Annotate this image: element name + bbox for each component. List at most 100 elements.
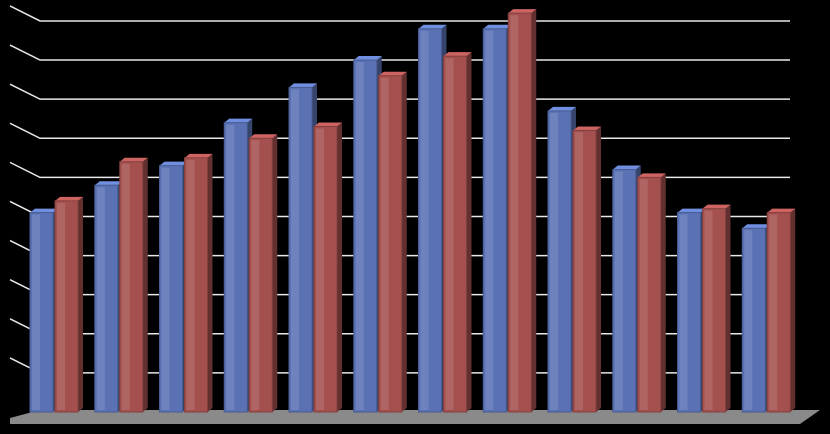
bar-highlight (510, 15, 519, 410)
bar-top (55, 196, 83, 201)
bar (482, 24, 512, 413)
bar-top (677, 208, 706, 213)
bar-highlight (251, 140, 260, 410)
bar-highlight (380, 77, 389, 411)
bar-top (418, 24, 447, 29)
bar-side (401, 71, 407, 413)
bar-front (677, 212, 701, 413)
bar-side (531, 9, 537, 412)
floor (10, 410, 820, 424)
bar-front (288, 86, 313, 413)
bar (637, 173, 666, 413)
bar-top (184, 153, 213, 158)
bar-front (507, 12, 532, 413)
bar-side (725, 204, 731, 412)
bar-front (353, 59, 378, 413)
bar-front (547, 110, 572, 413)
bar-highlight (32, 214, 41, 410)
bar-top (612, 165, 641, 170)
grid-line (9, 122, 790, 140)
bar-side (78, 196, 83, 412)
bar-front (54, 200, 79, 413)
bar (702, 204, 731, 413)
bar-front (94, 184, 119, 413)
bar (288, 83, 317, 413)
bar-front (119, 161, 144, 413)
bar-side (790, 208, 796, 412)
bar-side (660, 173, 666, 412)
bar (159, 161, 188, 413)
bar (766, 208, 796, 413)
bar (223, 118, 253, 413)
bar-front (612, 169, 637, 413)
bar-front (184, 157, 208, 413)
bar-top (637, 173, 666, 178)
bar-top (353, 56, 382, 61)
bar-top (443, 52, 472, 57)
bar (313, 122, 342, 413)
bar-top (702, 204, 731, 209)
bar-top (742, 224, 771, 229)
bar-front (741, 227, 766, 413)
bar (418, 24, 447, 413)
bar-side (466, 52, 472, 412)
bar-side (142, 157, 148, 412)
bar (248, 134, 278, 413)
bar-front (766, 212, 791, 413)
grid-line (9, 161, 790, 179)
bar-front (223, 122, 248, 413)
bar-front (418, 28, 442, 413)
bar-top (289, 83, 317, 88)
bar-top (224, 118, 253, 123)
bar-front (378, 75, 403, 413)
bar (612, 165, 641, 413)
bar-highlight (769, 214, 778, 410)
bar-side (272, 134, 278, 412)
bar (378, 71, 407, 413)
bar-front (572, 129, 597, 413)
bar-highlight (161, 167, 170, 410)
bar-top (548, 106, 576, 111)
bar-highlight (679, 214, 688, 410)
bar (353, 56, 382, 413)
bar-top (119, 157, 148, 162)
bar-top (573, 126, 601, 131)
bar-front (313, 126, 338, 413)
grid-line (9, 83, 790, 100)
bar-top (483, 24, 512, 29)
bar-highlight (291, 89, 300, 410)
bar-side (596, 126, 601, 413)
bar-front (248, 137, 273, 413)
bar-highlight (744, 230, 753, 410)
bar-front (443, 55, 467, 413)
bar-highlight (355, 62, 364, 411)
bar-side (337, 122, 342, 412)
bar-top (94, 181, 123, 186)
bar (677, 208, 706, 413)
bar-top (30, 208, 58, 213)
bar-highlight (316, 128, 325, 411)
bar-front (702, 208, 726, 413)
bar (443, 52, 472, 413)
bar-top (249, 134, 278, 139)
bar-top (378, 71, 407, 76)
bar-front (482, 28, 507, 413)
bar-highlight (57, 202, 66, 410)
bar-highlight (445, 58, 454, 410)
bar-front (29, 212, 54, 413)
bar (94, 181, 123, 413)
bar-front (159, 165, 183, 413)
bar (547, 106, 576, 413)
bar-highlight (550, 112, 559, 410)
grid-line (9, 5, 790, 22)
bar-highlight (96, 187, 105, 410)
bar-highlight (226, 124, 235, 411)
bar-top (159, 161, 188, 166)
bar (507, 9, 537, 413)
bar-highlight (639, 179, 648, 410)
bar-highlight (420, 30, 429, 410)
grid-line (9, 44, 790, 61)
bar-top (508, 9, 537, 14)
bar (741, 224, 771, 413)
